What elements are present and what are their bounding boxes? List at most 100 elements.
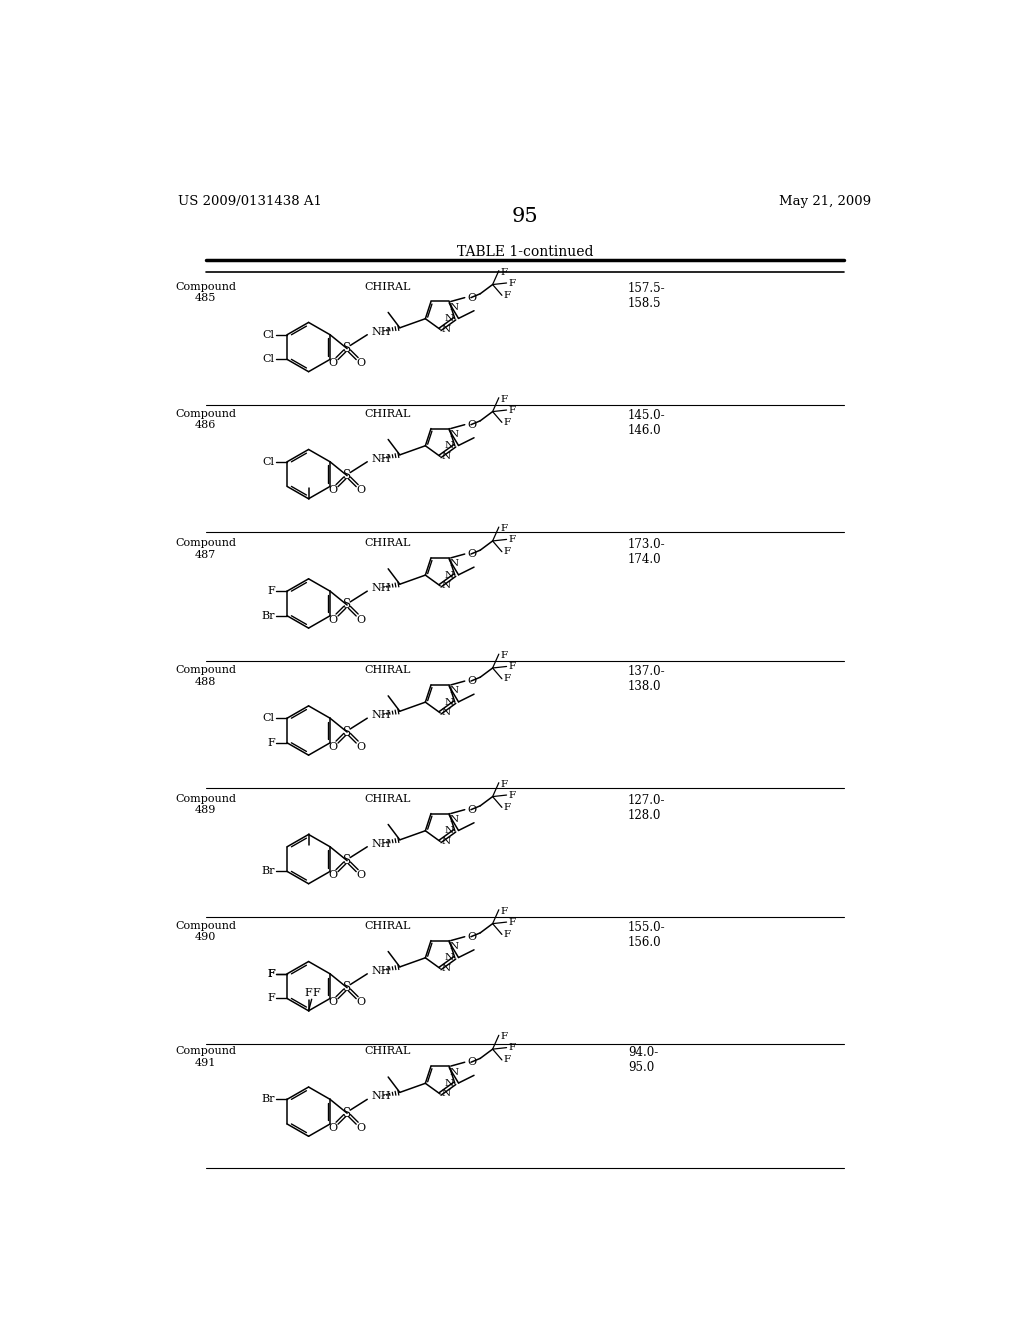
Text: N: N <box>444 953 454 962</box>
Text: NH: NH <box>371 966 390 975</box>
Text: 173.0-
174.0: 173.0- 174.0 <box>628 539 666 566</box>
Text: N: N <box>441 1089 451 1098</box>
Text: 145.0-
146.0: 145.0- 146.0 <box>628 409 666 437</box>
Text: O: O <box>467 420 476 430</box>
Text: F: F <box>501 1032 508 1041</box>
Text: NH: NH <box>371 1092 390 1101</box>
Text: 95: 95 <box>511 207 539 226</box>
Text: N: N <box>444 826 454 836</box>
Text: F: F <box>504 1056 511 1064</box>
Text: F: F <box>504 290 511 300</box>
Text: CHIRAL: CHIRAL <box>365 793 411 804</box>
Text: F: F <box>508 405 515 414</box>
Text: F: F <box>267 586 274 597</box>
Text: F: F <box>501 268 508 277</box>
Text: CHIRAL: CHIRAL <box>365 281 411 292</box>
Text: Br: Br <box>261 1094 274 1105</box>
Text: F: F <box>312 987 321 998</box>
Text: N: N <box>444 441 454 450</box>
Text: F: F <box>504 675 511 684</box>
Text: F: F <box>504 929 511 939</box>
Text: O: O <box>467 805 476 814</box>
Text: O: O <box>329 486 338 495</box>
Text: O: O <box>356 486 366 495</box>
Text: Compound
488: Compound 488 <box>175 665 236 686</box>
Text: F: F <box>508 279 515 288</box>
Text: F: F <box>508 917 515 927</box>
Text: N: N <box>441 837 451 846</box>
Text: NH: NH <box>371 710 390 721</box>
Text: N: N <box>441 964 451 973</box>
Text: F: F <box>501 780 508 789</box>
Text: S: S <box>343 981 351 994</box>
Text: Cl: Cl <box>263 457 274 467</box>
Text: O: O <box>329 1123 338 1133</box>
Text: N: N <box>450 814 459 824</box>
Text: F: F <box>267 969 274 979</box>
Text: O: O <box>356 615 366 624</box>
Text: CHIRAL: CHIRAL <box>365 1047 411 1056</box>
Text: F: F <box>501 524 508 533</box>
Text: TABLE 1-continued: TABLE 1-continued <box>457 246 593 260</box>
Text: CHIRAL: CHIRAL <box>365 665 411 675</box>
Text: Compound
486: Compound 486 <box>175 409 236 430</box>
Text: Compound
489: Compound 489 <box>175 793 236 816</box>
Text: O: O <box>356 742 366 751</box>
Text: US 2009/0131438 A1: US 2009/0131438 A1 <box>178 194 323 207</box>
Text: F: F <box>508 791 515 800</box>
Text: O: O <box>467 1057 476 1068</box>
Text: N: N <box>450 430 459 440</box>
Text: S: S <box>343 854 351 867</box>
Text: Cl: Cl <box>263 713 274 723</box>
Text: O: O <box>467 293 476 302</box>
Text: O: O <box>356 1123 366 1133</box>
Text: O: O <box>329 358 338 368</box>
Text: F: F <box>501 651 508 660</box>
Text: NH: NH <box>371 326 390 337</box>
Text: N: N <box>450 560 459 569</box>
Text: F: F <box>508 661 515 671</box>
Text: F: F <box>504 548 511 556</box>
Text: F: F <box>501 395 508 404</box>
Text: S: S <box>343 1106 351 1119</box>
Text: N: N <box>444 570 454 579</box>
Text: Cl: Cl <box>263 354 274 364</box>
Text: N: N <box>444 1078 454 1088</box>
Text: N: N <box>441 451 451 461</box>
Text: NH: NH <box>371 838 390 849</box>
Text: CHIRAL: CHIRAL <box>365 409 411 418</box>
Text: N: N <box>450 304 459 312</box>
Text: O: O <box>467 676 476 686</box>
Text: O: O <box>467 549 476 560</box>
Text: Compound
491: Compound 491 <box>175 1047 236 1068</box>
Text: May 21, 2009: May 21, 2009 <box>779 194 871 207</box>
Text: 155.0-
156.0: 155.0- 156.0 <box>628 921 666 949</box>
Text: F: F <box>504 418 511 426</box>
Text: S: S <box>343 598 351 611</box>
Text: S: S <box>343 469 351 482</box>
Text: F: F <box>267 969 274 979</box>
Text: N: N <box>444 698 454 706</box>
Text: O: O <box>356 358 366 368</box>
Text: N: N <box>450 1068 459 1077</box>
Text: O: O <box>467 932 476 941</box>
Text: N: N <box>441 709 451 717</box>
Text: 94.0-
95.0: 94.0- 95.0 <box>628 1047 658 1074</box>
Text: O: O <box>329 615 338 624</box>
Text: F: F <box>508 1043 515 1052</box>
Text: O: O <box>329 998 338 1007</box>
Text: NH: NH <box>371 454 390 463</box>
Text: F: F <box>305 987 312 998</box>
Text: 157.5-
158.5: 157.5- 158.5 <box>628 281 666 310</box>
Text: CHIRAL: CHIRAL <box>365 539 411 548</box>
Text: Cl: Cl <box>263 330 274 339</box>
Text: NH: NH <box>371 583 390 593</box>
Text: N: N <box>444 314 454 323</box>
Text: N: N <box>441 581 451 590</box>
Text: S: S <box>343 342 351 355</box>
Text: Compound
490: Compound 490 <box>175 921 236 942</box>
Text: N: N <box>450 942 459 952</box>
Text: CHIRAL: CHIRAL <box>365 921 411 931</box>
Text: Compound
485: Compound 485 <box>175 281 236 304</box>
Text: Br: Br <box>261 866 274 876</box>
